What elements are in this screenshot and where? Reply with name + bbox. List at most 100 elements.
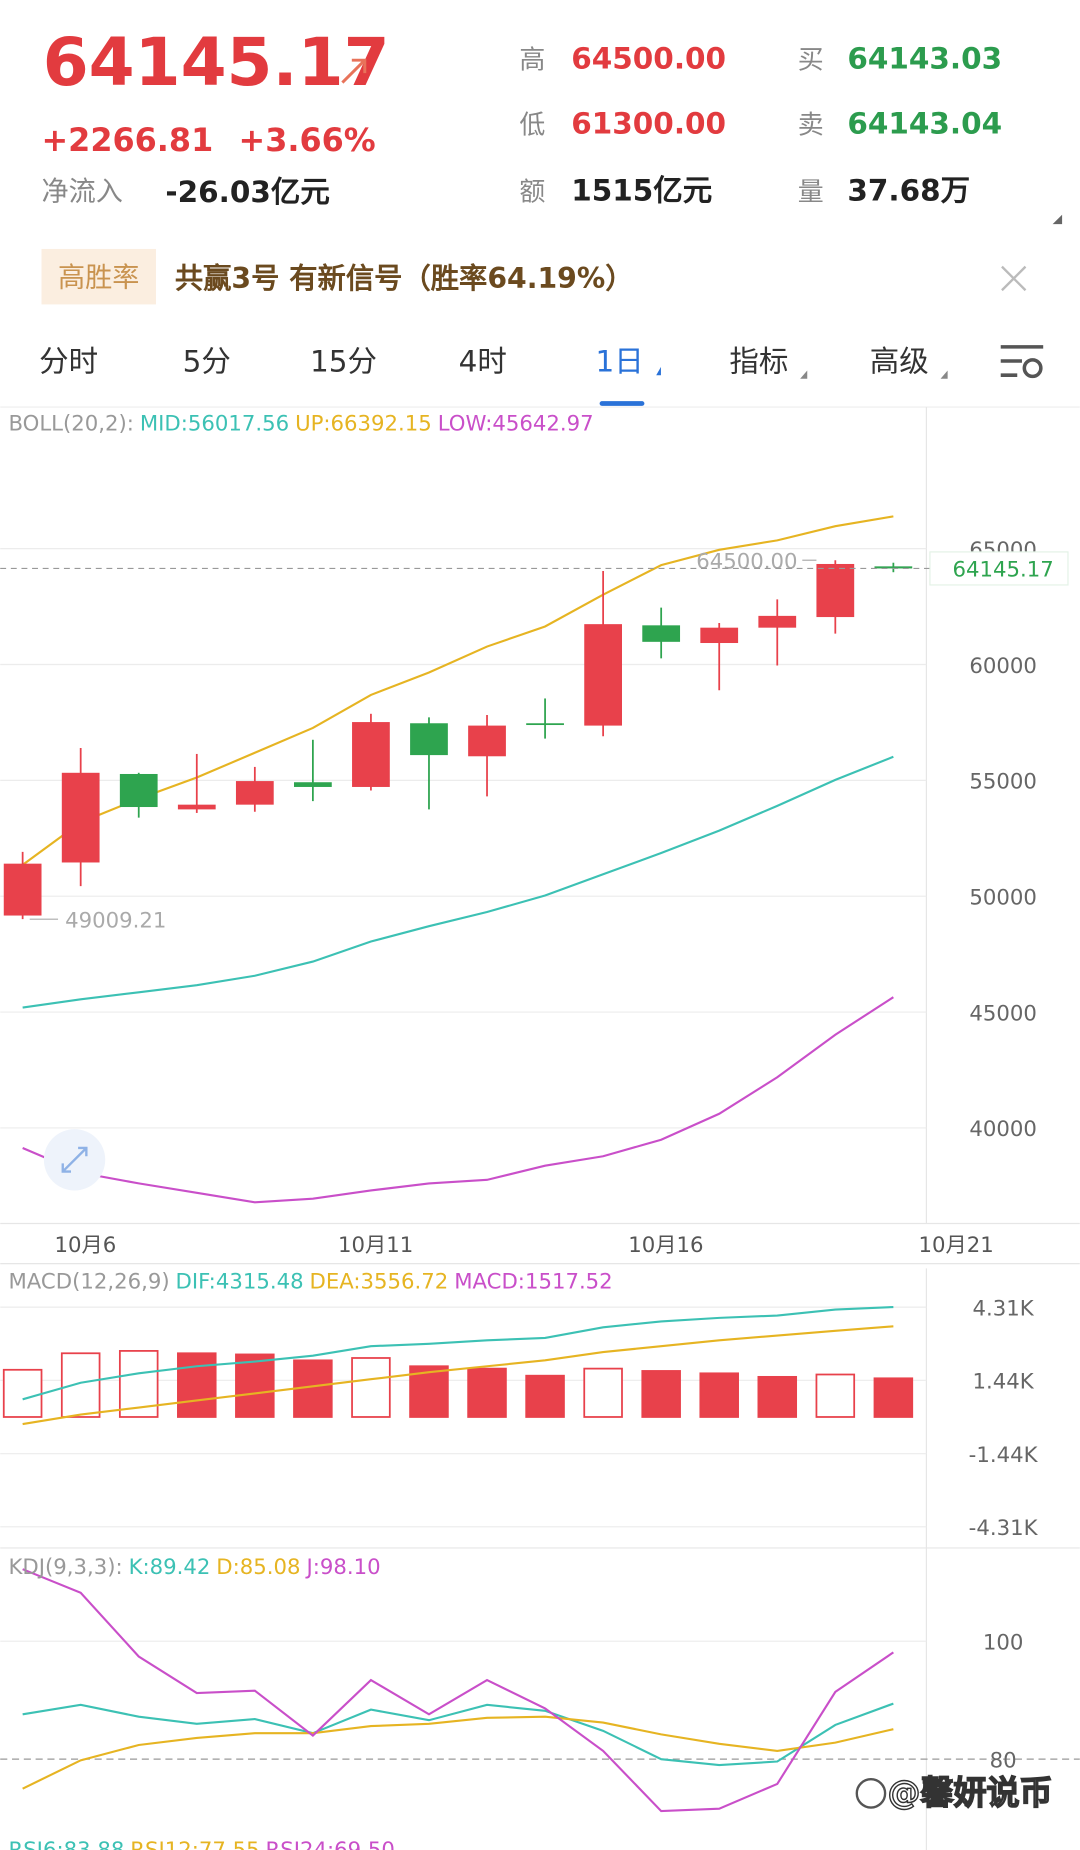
stat-value: 37.68万 (847, 174, 970, 208)
y-tick-label: 4.31K (973, 1296, 1035, 1321)
candle-body (294, 782, 332, 787)
stat-value: 64143.04 (847, 106, 1002, 140)
change-pct: +3.66% (239, 121, 376, 159)
macd-bar (409, 1365, 449, 1418)
series-line (22, 755, 894, 1009)
settings-icon[interactable] (1000, 345, 1044, 379)
legend-title: KDJ(9,3,3): (8, 1555, 122, 1580)
zoom-icon[interactable] (43, 1129, 106, 1191)
macd-bar (699, 1372, 739, 1418)
legend-entry: DEA:3556.72 (309, 1269, 448, 1294)
stat-label: 卖 (798, 110, 824, 140)
macd-bar (467, 1367, 507, 1418)
price: 64145.17 (43, 24, 390, 101)
y-tick-label: 45000 (969, 1001, 1037, 1026)
legend-entry: MID:56017.56 (140, 412, 289, 437)
tab[interactable]: 分时 (39, 345, 98, 379)
watermark: @馨妍说币 (887, 1773, 1052, 1812)
macd-bar (525, 1374, 565, 1418)
macd-bar (815, 1373, 856, 1418)
tab-caret (800, 370, 808, 379)
stat-value: 1515亿元 (571, 174, 712, 208)
candle-body (584, 624, 622, 726)
min-label: 49009.21 (65, 908, 166, 933)
stat-label: 量 (798, 178, 824, 208)
rsi-entry: RSI24:69.50 (266, 1838, 395, 1850)
tab[interactable]: 指标 (729, 345, 788, 379)
legend: BOLL(20,2): MID:56017.56 UP:66392.15 LOW:45… (8, 412, 593, 437)
x-tick-label: 10月11 (338, 1233, 413, 1258)
badge: 高胜率 (58, 263, 139, 294)
candle-body (119, 773, 158, 808)
close-icon[interactable] (1001, 265, 1027, 292)
y-tick-label: 40000 (969, 1117, 1037, 1142)
macd-bar (873, 1377, 914, 1418)
max-label: 64500.00 (696, 549, 797, 574)
candle-body (642, 625, 681, 642)
trend-arrow (341, 58, 367, 84)
stat-label: 额 (519, 178, 545, 208)
series-line (22, 515, 894, 866)
tab[interactable]: 5分 (183, 345, 231, 379)
legend-title: BOLL(20,2): (8, 412, 133, 437)
legend-entry: D:85.08 (216, 1555, 300, 1580)
badge-bg (41, 248, 156, 305)
candle-body (235, 781, 274, 805)
series-line (22, 1568, 894, 1813)
banner-text[interactable]: 共赢3号 有新信号（胜率64.19%） (175, 262, 634, 295)
candle-body (61, 772, 100, 863)
macd-bar (235, 1353, 275, 1418)
last-price-label: 64145.17 (952, 558, 1053, 583)
stat-label: 低 (519, 110, 545, 140)
candle-body (3, 863, 42, 916)
expand-icon[interactable] (1052, 214, 1063, 225)
series-line (22, 1715, 894, 1790)
macd-bar (583, 1367, 623, 1418)
y-tick-label: 60000 (969, 654, 1037, 679)
stat-value: 61300.00 (571, 106, 726, 140)
tab[interactable]: 15分 (310, 345, 377, 379)
macd-bar (641, 1370, 681, 1418)
x-tick-label: 10月21 (919, 1233, 994, 1258)
candle-body (874, 566, 913, 569)
stat-value: 64143.03 (847, 41, 1002, 75)
tab[interactable]: 4时 (459, 345, 507, 379)
legend-entry: K:89.42 (129, 1555, 211, 1580)
tab-underline (599, 401, 645, 406)
netflow: -26.03亿元 (165, 175, 329, 209)
netflow-label: 净流入 (42, 177, 123, 208)
stat-label: 买 (798, 45, 824, 75)
legend-entry: UP:66392.15 (295, 412, 432, 437)
legend-entry: DIF:4315.48 (176, 1269, 304, 1294)
y-tick-label: 50000 (969, 885, 1037, 910)
legend-title: MACD(12,26,9) (8, 1269, 169, 1294)
legend: KDJ(9,3,3): K:89.42 D:85.08 J:98.10 (8, 1555, 380, 1580)
legend-entry: MACD:1517.52 (454, 1269, 613, 1294)
legend-entry: J:98.10 (304, 1555, 380, 1580)
rsi-entry: RSI12:77.55 (130, 1838, 259, 1850)
y-tick-label: -1.44K (969, 1443, 1039, 1468)
y-tick-label: -4.31K (969, 1516, 1039, 1541)
y-tick-label: 80 (990, 1748, 1017, 1773)
y-tick-label: 100 (983, 1630, 1024, 1655)
x-tick-label: 10月16 (628, 1233, 703, 1258)
rsi-entry: RSI6:83.88 (8, 1838, 124, 1850)
candle-body (468, 725, 506, 757)
macd-bar (60, 1352, 101, 1418)
y-tick-label: 1.44K (973, 1370, 1035, 1395)
series-line (22, 1325, 894, 1426)
tab[interactable]: 1日 (596, 345, 644, 379)
tab[interactable]: 高级 (870, 345, 929, 379)
x-tick-label: 10月6 (55, 1233, 117, 1258)
stat-label: 高 (519, 45, 545, 75)
tab-caret (656, 366, 661, 376)
tabs: 分时 5分 15分 4时 1日 指标 高级 (39, 345, 929, 379)
y-tick-label: 55000 (969, 770, 1037, 795)
series-line (22, 1305, 894, 1401)
candle-body (758, 615, 797, 628)
macd-bar (177, 1352, 217, 1418)
candle-body (526, 723, 564, 726)
candle-body (816, 563, 855, 618)
